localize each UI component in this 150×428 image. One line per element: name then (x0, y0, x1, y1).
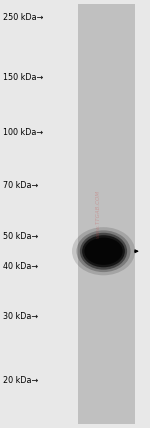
Text: 250 kDa→: 250 kDa→ (3, 12, 43, 22)
Text: www.TTGAB.COM: www.TTGAB.COM (95, 190, 101, 238)
Ellipse shape (80, 233, 127, 270)
Bar (78, 4, 135, 424)
Text: 100 kDa→: 100 kDa→ (3, 128, 43, 137)
Text: 30 kDa→: 30 kDa→ (3, 312, 38, 321)
Ellipse shape (76, 230, 130, 272)
Ellipse shape (84, 238, 123, 265)
Ellipse shape (82, 235, 125, 267)
Text: 150 kDa→: 150 kDa→ (3, 72, 43, 82)
Ellipse shape (72, 227, 135, 275)
Text: 20 kDa→: 20 kDa→ (3, 376, 38, 386)
Text: 70 kDa→: 70 kDa→ (3, 181, 38, 190)
Text: 50 kDa→: 50 kDa→ (3, 232, 38, 241)
Text: 40 kDa→: 40 kDa→ (3, 262, 38, 271)
